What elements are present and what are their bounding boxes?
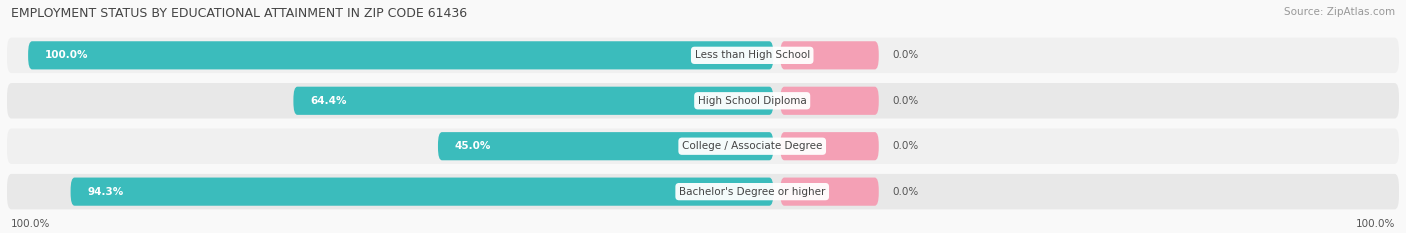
FancyBboxPatch shape	[7, 174, 1399, 209]
Text: High School Diploma: High School Diploma	[697, 96, 807, 106]
FancyBboxPatch shape	[7, 38, 1399, 73]
Text: 0.0%: 0.0%	[893, 96, 920, 106]
Text: EMPLOYMENT STATUS BY EDUCATIONAL ATTAINMENT IN ZIP CODE 61436: EMPLOYMENT STATUS BY EDUCATIONAL ATTAINM…	[11, 7, 467, 20]
FancyBboxPatch shape	[780, 41, 879, 69]
Text: Bachelor's Degree or higher: Bachelor's Degree or higher	[679, 187, 825, 197]
FancyBboxPatch shape	[780, 87, 879, 115]
Text: Source: ZipAtlas.com: Source: ZipAtlas.com	[1284, 7, 1395, 17]
FancyBboxPatch shape	[70, 178, 773, 206]
FancyBboxPatch shape	[439, 132, 773, 160]
Text: College / Associate Degree: College / Associate Degree	[682, 141, 823, 151]
FancyBboxPatch shape	[780, 132, 879, 160]
FancyBboxPatch shape	[294, 87, 773, 115]
FancyBboxPatch shape	[7, 83, 1399, 119]
Text: 0.0%: 0.0%	[893, 187, 920, 197]
Text: 45.0%: 45.0%	[456, 141, 491, 151]
FancyBboxPatch shape	[28, 41, 773, 69]
Text: 100.0%: 100.0%	[11, 219, 51, 229]
Text: 64.4%: 64.4%	[311, 96, 347, 106]
Text: Less than High School: Less than High School	[695, 50, 810, 60]
Text: 0.0%: 0.0%	[893, 141, 920, 151]
Text: 0.0%: 0.0%	[893, 50, 920, 60]
FancyBboxPatch shape	[7, 128, 1399, 164]
Text: 100.0%: 100.0%	[1355, 219, 1395, 229]
Text: 94.3%: 94.3%	[87, 187, 124, 197]
FancyBboxPatch shape	[780, 178, 879, 206]
Text: 100.0%: 100.0%	[45, 50, 89, 60]
